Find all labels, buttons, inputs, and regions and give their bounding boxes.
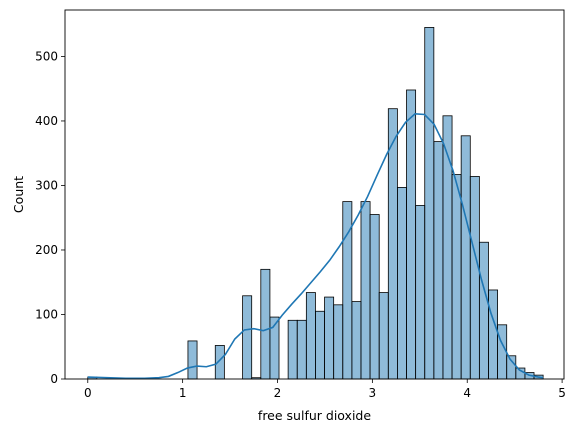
histogram-bar	[424, 27, 435, 380]
plot-frame	[64, 9, 565, 380]
histogram-bar	[260, 268, 271, 380]
x-axis-ticks: 0 1 2 3 4 5	[84, 379, 566, 400]
histogram-bar	[333, 304, 344, 380]
histogram-bar	[378, 292, 389, 380]
histogram-bar	[451, 174, 462, 380]
y-tick-label: 100	[35, 307, 58, 321]
x-axis-label: free sulfur dioxide	[258, 408, 371, 423]
y-tick-label: 400	[35, 114, 58, 128]
histogram-bar	[433, 141, 444, 380]
histogram-bar	[469, 176, 480, 380]
x-tick-label: 2	[274, 386, 282, 400]
histogram-bar	[460, 135, 471, 380]
histogram-bar	[397, 187, 407, 380]
histogram-bar	[315, 310, 325, 380]
y-tick-label: 200	[35, 243, 58, 257]
histogram-bar	[324, 296, 335, 380]
y-tick-label: 0	[50, 372, 58, 386]
histogram-bar	[478, 241, 489, 380]
histogram-bar	[287, 319, 298, 380]
bars-group	[87, 27, 544, 380]
x-tick-label: 3	[369, 386, 377, 400]
histogram-bar	[369, 214, 380, 380]
y-axis-label: Count	[11, 176, 26, 213]
histogram-bar	[488, 289, 498, 380]
histogram-bar	[497, 324, 508, 380]
x-tick-label: 1	[179, 386, 187, 400]
histogram-bar	[242, 295, 253, 380]
x-tick-label: 5	[558, 386, 566, 400]
kde-curve	[87, 113, 544, 380]
x-tick-label: 0	[84, 386, 92, 400]
histogram-bar	[296, 319, 307, 380]
histogram-bar	[415, 205, 426, 380]
histogram-bar	[360, 201, 371, 380]
histogram-bar	[351, 301, 362, 380]
y-tick-label: 500	[35, 49, 58, 63]
histogram-bar	[187, 340, 198, 380]
y-axis-ticks: 0 100 200 300 400 500	[35, 49, 65, 386]
x-tick-label: 4	[463, 386, 471, 400]
histogram-bar	[506, 355, 517, 380]
histogram-bar	[305, 292, 316, 380]
y-tick-label: 300	[35, 178, 58, 192]
histogram-bar	[406, 89, 417, 380]
